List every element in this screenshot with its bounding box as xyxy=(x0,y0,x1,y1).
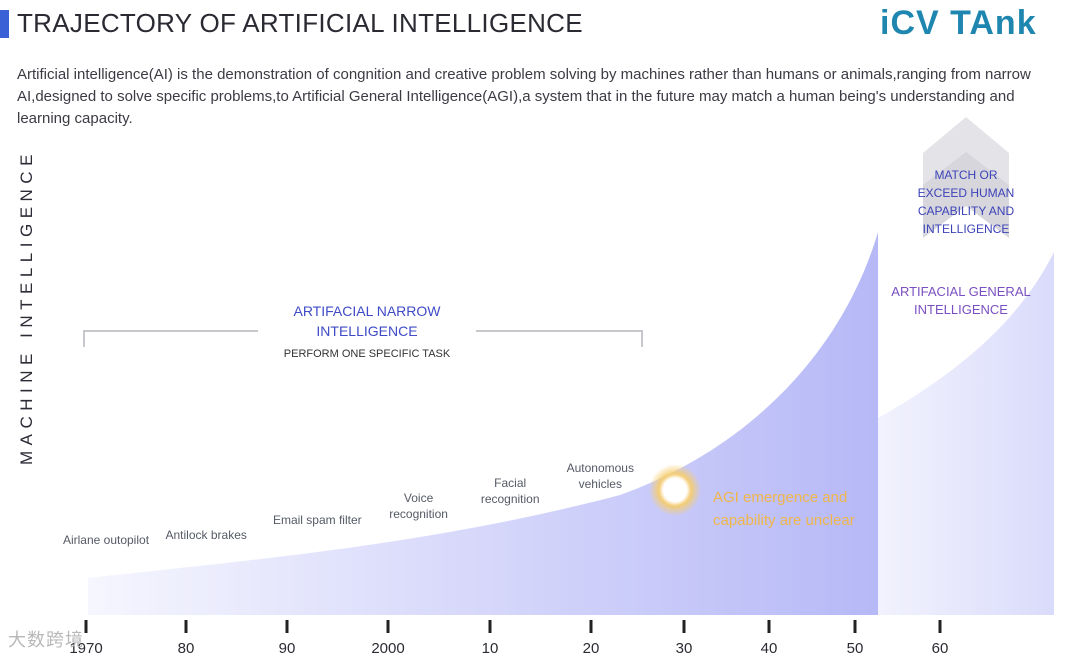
milestone-label: Facial recognition xyxy=(480,476,540,506)
narrow-ai-area xyxy=(88,232,878,615)
arrow-inner-chevron xyxy=(923,152,1009,238)
milestone-label: Airlane outopilot xyxy=(62,533,150,547)
page-title: TRAJECTORY OF ARTIFICIAL INTELLIGENCE xyxy=(17,8,583,38)
milestone-label: Autonomous vehicles xyxy=(566,461,634,491)
title-accent-bar xyxy=(0,10,9,38)
x-tick-label: 50 xyxy=(846,640,864,657)
x-tick-label: 1970 xyxy=(69,640,103,657)
x-tick-label: 80 xyxy=(177,640,195,657)
x-tick-label: 10 xyxy=(481,640,499,657)
intro-paragraph: Artificial intelligence(AI) is the demon… xyxy=(17,66,1031,127)
narrow-ai-label: ARTIFACIAL NARROW INTELLIGENCE xyxy=(293,303,441,339)
general-ai-label: ARTIFACIAL GENERAL INTELLIGENCE xyxy=(891,284,1031,317)
x-tick-label: 30 xyxy=(675,640,693,657)
x-tick-label: 2000 xyxy=(371,640,405,657)
milestone-label: Email spam filter xyxy=(272,513,362,527)
x-tick-label: 90 xyxy=(278,640,296,657)
watermark: 大数跨境 xyxy=(8,630,84,650)
x-tick-label: 60 xyxy=(931,640,949,657)
brand-logo: iCV TAnk xyxy=(880,4,1037,42)
narrow-ai-sublabel: PERFORM ONE SPECIFIC TASK xyxy=(283,348,451,360)
milestone-label: Antilock brakes xyxy=(165,528,247,542)
arrow-label: MATCH OR EXCEED HUMAN CAPABILITY AND INT… xyxy=(917,168,1015,236)
x-tick-label: 20 xyxy=(582,640,600,657)
narrow-bracket xyxy=(83,330,643,347)
tick-layer xyxy=(84,620,942,633)
general-ai-area xyxy=(878,252,1054,615)
agi-emergence-glow xyxy=(649,464,701,516)
x-tick-label: 40 xyxy=(760,640,778,657)
milestone-label: Voice recognition xyxy=(389,491,448,521)
y-axis-label: MACHINE INTELLIGENCE xyxy=(17,149,36,465)
area-layer xyxy=(88,232,1054,615)
agi-emergence-label: AGI emergence and capability are unclear xyxy=(713,489,855,529)
